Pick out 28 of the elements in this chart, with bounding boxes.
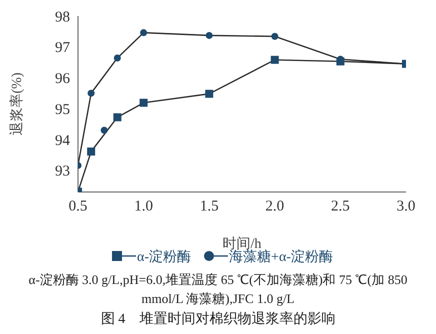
y-tick-label: 97 [55, 40, 70, 56]
point [113, 113, 122, 122]
point [100, 126, 108, 134]
x-tick-label: 3.0 [396, 198, 416, 215]
point [88, 90, 95, 97]
point [140, 98, 148, 107]
legend-label: 海藻糖+α-淀粉酶 [229, 250, 333, 265]
point [205, 90, 214, 98]
x-tick-label: 1.0 [134, 198, 153, 215]
x-tick-label: 2.0 [265, 198, 284, 215]
point [206, 32, 213, 39]
text: α-淀粉酶 3.0 g/L,pH=6.0,堆置温度 65 ℃(不加海藻糖)和 75 ℃(加 850 mmol/L 海藻糖),JFC 1.0 g/L [28, 271, 408, 308]
legend-label: α-淀粉酶 [137, 250, 192, 265]
text: 图 4 堆置时间对棉织物退浆率的影响 [100, 310, 336, 328]
y-tick-label: 96 [55, 71, 70, 88]
point [270, 56, 279, 64]
point [114, 54, 121, 62]
point [87, 148, 96, 156]
x-tick-label: 1.5 [200, 198, 219, 215]
point [271, 32, 278, 40]
y-axis-title: 退浆率(%) [8, 72, 25, 136]
y-tick-label: 98 [55, 9, 70, 26]
x-tick-label: 2.5 [331, 198, 350, 215]
y-tick-label: 95 [55, 102, 70, 118]
y-tick-label: 94 [55, 132, 70, 149]
point [140, 29, 148, 36]
x-tick-label: 0.5 [68, 198, 88, 215]
y-tick-label: 93 [55, 164, 70, 180]
